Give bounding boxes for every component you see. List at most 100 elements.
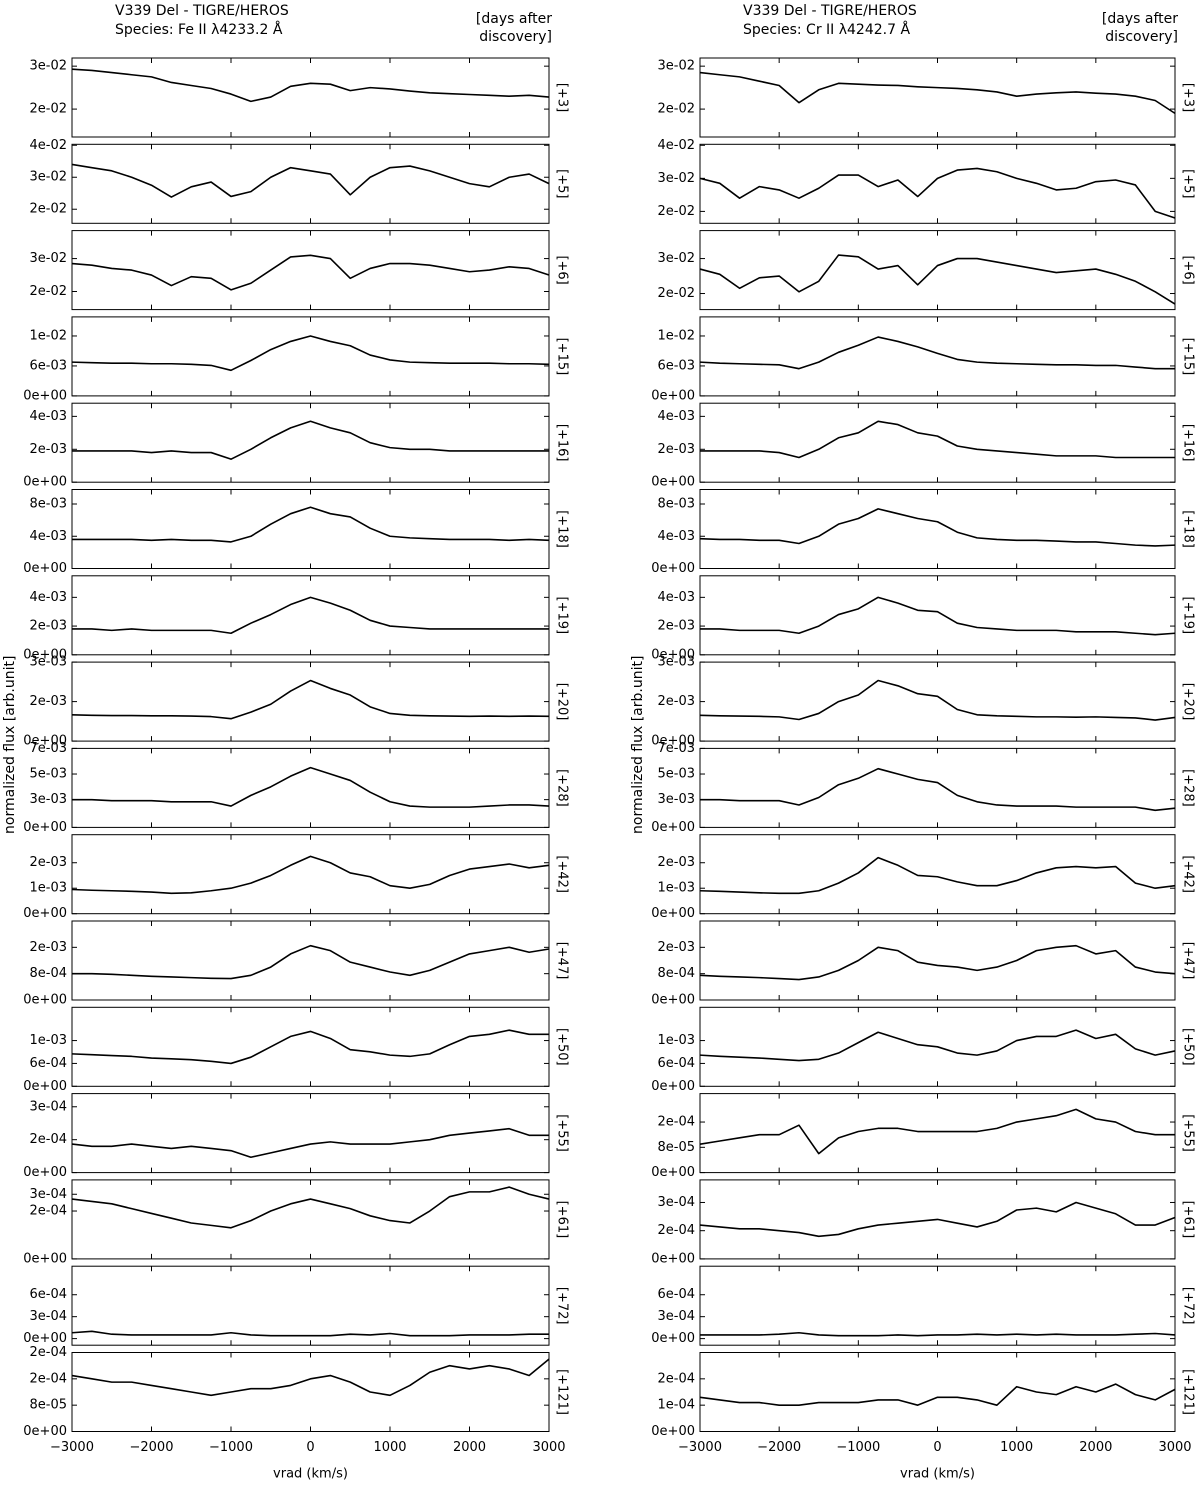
x-tick-label: −2000 — [757, 1440, 801, 1455]
y-tick-label: 0e+00 — [651, 1331, 695, 1346]
y-tick-label: 4e-03 — [657, 409, 695, 424]
y-tick-label: 2e-03 — [657, 619, 695, 634]
y-tick-label: 3e-04 — [657, 1309, 695, 1324]
spectrum-line — [699, 254, 1176, 305]
y-tick-label: 2e-03 — [29, 694, 67, 709]
y-tick-label: 1e-02 — [657, 328, 695, 343]
x-tick-label: 2000 — [453, 1440, 486, 1455]
y-tick-label: 6e-03 — [29, 358, 67, 373]
panel-frame — [71, 920, 550, 1001]
y-tick-label: 1e-03 — [657, 1033, 695, 1048]
side-label: discovery] — [1105, 29, 1178, 45]
spectrum-line — [71, 1330, 549, 1337]
panel-label: [+55] — [555, 1114, 570, 1152]
y-tick-label: 3e-03 — [29, 655, 67, 670]
y-tick-label: 1e-02 — [29, 328, 67, 343]
spectrum-line — [72, 506, 550, 543]
y-tick-label: 0e+00 — [23, 1079, 67, 1094]
x-tick-label: −3000 — [50, 1440, 94, 1455]
x-tick-label: 3000 — [1158, 1440, 1191, 1455]
y-tick-label: 5e-03 — [29, 767, 67, 782]
spectrum-line — [700, 420, 1175, 459]
panel-frame — [71, 1093, 550, 1174]
spectrum-line — [72, 766, 550, 808]
x-axis-label: vrad (km/s) — [273, 1467, 348, 1482]
y-tick-label: 2e-02 — [29, 102, 67, 117]
panel-label: [+55] — [1181, 1114, 1196, 1152]
y-tick-label: 4e-02 — [29, 138, 67, 153]
y-tick-label: 8e-05 — [29, 1398, 67, 1413]
y-tick-label: 2e-04 — [657, 1223, 695, 1238]
y-tick-label: 3e-02 — [29, 59, 67, 74]
y-tick-label: 1e-04 — [657, 1398, 695, 1413]
y-tick-label: 0e+00 — [23, 388, 67, 403]
y-tick-label: 3e-04 — [29, 1309, 67, 1324]
y-tick-label: 4e-03 — [657, 529, 695, 544]
y-tick-label: 6e-04 — [657, 1287, 695, 1302]
panel-frame — [699, 143, 1176, 224]
chart-title: V339 Del - TIGRE/HEROS — [743, 3, 917, 19]
y-tick-label: 2e-03 — [29, 619, 67, 634]
spectrum-line — [71, 1127, 549, 1159]
spectrum-line — [699, 71, 1176, 115]
panel-label: [+47] — [1181, 942, 1196, 980]
panel-label: [+42] — [1181, 855, 1196, 893]
side-label: [days after — [476, 11, 552, 27]
y-tick-label: 2e-03 — [657, 694, 695, 709]
y-tick-label: 2e-03 — [657, 442, 695, 457]
y-tick-label: 3e-02 — [29, 251, 67, 266]
y-tick-label: 0e+00 — [23, 1251, 67, 1266]
y-tick-label: 0e+00 — [651, 820, 695, 835]
panel-label: [+28] — [1181, 769, 1196, 807]
x-tick-label: −3000 — [678, 1440, 722, 1455]
x-tick-label: −2000 — [130, 1440, 174, 1455]
y-tick-label: 3e-03 — [657, 655, 695, 670]
y-tick-label: 2e-03 — [29, 940, 67, 955]
y-tick-label: 0e+00 — [651, 561, 695, 576]
y-tick-label: 0e+00 — [23, 1165, 67, 1180]
panel-label: [+18] — [555, 510, 570, 548]
spectrum-line — [699, 944, 1176, 981]
y-axis-label: normalized flux [arb.unit] — [2, 656, 18, 834]
x-tick-label: 3000 — [532, 1440, 565, 1455]
panel-frame — [699, 402, 1176, 483]
y-tick-label: 4e-03 — [29, 409, 67, 424]
y-tick-label: 0e+00 — [23, 1424, 67, 1439]
panel-frame — [699, 230, 1176, 311]
y-tick-label: 2e-04 — [29, 1132, 67, 1147]
y-tick-label: 0e+00 — [651, 388, 695, 403]
y-tick-label: 0e+00 — [651, 993, 695, 1008]
x-tick-label: 0 — [933, 1440, 941, 1455]
panel-label: [+47] — [555, 942, 570, 980]
y-tick-label: 3e-03 — [29, 792, 67, 807]
spectrum-line — [71, 68, 550, 103]
panel-frame — [71, 57, 550, 138]
y-tick-label: 1e-03 — [29, 881, 67, 896]
panel-frame — [699, 316, 1176, 397]
y-tick-label: 2e-02 — [657, 204, 695, 219]
panel-frame — [71, 1006, 550, 1087]
spectrum-line — [699, 1108, 1175, 1155]
y-tick-label: 3e-04 — [29, 1099, 67, 1114]
panel-label: [+50] — [1181, 1028, 1196, 1066]
panel-frame — [71, 747, 550, 828]
y-tick-label: 2e-02 — [657, 286, 695, 301]
panel-label: [+121] — [1181, 1369, 1196, 1415]
y-tick-label: 2e-04 — [29, 1371, 67, 1386]
side-label: discovery] — [479, 29, 552, 45]
y-tick-label: 4e-02 — [657, 138, 695, 153]
panel-label: [+18] — [1181, 510, 1196, 548]
y-tick-label: 1e-03 — [657, 881, 695, 896]
panel-label: [+6] — [555, 255, 570, 284]
y-tick-label: 0e+00 — [651, 475, 695, 490]
y-tick-label: 0e+00 — [651, 1251, 695, 1266]
y-tick-label: 3e-03 — [657, 792, 695, 807]
y-tick-label: 0e+00 — [23, 561, 67, 576]
panel-label: [+121] — [555, 1369, 570, 1415]
y-tick-label: 2e-02 — [29, 284, 67, 299]
spectrum-line — [699, 1383, 1176, 1406]
y-tick-label: 6e-04 — [29, 1287, 67, 1302]
y-tick-label: 2e-04 — [29, 1204, 67, 1219]
panel-frame — [71, 661, 550, 742]
spectrum-line — [71, 855, 550, 895]
